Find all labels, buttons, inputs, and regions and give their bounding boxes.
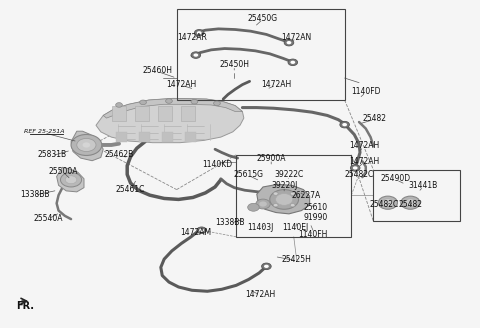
- Circle shape: [65, 176, 77, 184]
- Circle shape: [276, 194, 293, 205]
- Text: 1140KD: 1140KD: [202, 160, 232, 169]
- Bar: [158, 106, 172, 121]
- Circle shape: [166, 99, 172, 103]
- Circle shape: [60, 173, 82, 187]
- Circle shape: [248, 203, 259, 211]
- Text: 25490D: 25490D: [381, 174, 411, 183]
- Text: 25450G: 25450G: [248, 13, 278, 23]
- Circle shape: [197, 227, 206, 234]
- Text: 25500A: 25500A: [48, 167, 78, 176]
- Text: 25462B: 25462B: [105, 150, 133, 159]
- Text: 39222C: 39222C: [275, 170, 303, 179]
- Circle shape: [342, 123, 347, 126]
- Text: 1140FD: 1140FD: [351, 87, 381, 96]
- Circle shape: [214, 101, 220, 106]
- Polygon shape: [57, 167, 84, 192]
- Circle shape: [193, 53, 198, 57]
- Bar: [373, 170, 460, 221]
- Text: 1472AH: 1472AH: [348, 141, 379, 151]
- Circle shape: [284, 39, 294, 46]
- Circle shape: [290, 61, 295, 64]
- Text: 91990: 91990: [304, 213, 328, 222]
- Circle shape: [116, 103, 122, 107]
- Text: 1472AN: 1472AN: [281, 33, 312, 42]
- Circle shape: [290, 192, 295, 195]
- Circle shape: [259, 201, 267, 207]
- Text: REF 25-251A: REF 25-251A: [24, 129, 64, 134]
- Text: 25831B: 25831B: [37, 150, 66, 159]
- Text: 25610: 25610: [304, 203, 328, 212]
- Text: 25460H: 25460H: [143, 66, 172, 75]
- Circle shape: [350, 165, 360, 171]
- Circle shape: [401, 196, 420, 209]
- Circle shape: [83, 142, 90, 148]
- Circle shape: [340, 121, 349, 128]
- Text: 25482C: 25482C: [345, 170, 373, 179]
- Text: FR.: FR.: [16, 301, 34, 311]
- Bar: [116, 132, 127, 142]
- Bar: [181, 106, 195, 121]
- Bar: [185, 132, 196, 142]
- Text: 25482C: 25482C: [370, 199, 398, 209]
- Text: 26227A: 26227A: [292, 191, 321, 200]
- Polygon shape: [257, 184, 310, 214]
- Text: 25615G: 25615G: [234, 170, 264, 179]
- Text: 1338BB: 1338BB: [20, 190, 49, 199]
- Circle shape: [191, 52, 201, 58]
- Circle shape: [71, 134, 102, 155]
- Bar: [177, 9, 345, 100]
- Circle shape: [77, 138, 96, 152]
- Text: 39220J: 39220J: [271, 181, 297, 190]
- Text: 31441B: 31441B: [409, 181, 438, 190]
- Circle shape: [287, 41, 291, 44]
- Circle shape: [264, 265, 269, 268]
- Bar: [162, 132, 173, 142]
- Bar: [139, 132, 150, 142]
- Text: 25482: 25482: [398, 199, 422, 209]
- Circle shape: [382, 199, 394, 207]
- Circle shape: [256, 199, 270, 209]
- Circle shape: [273, 192, 278, 195]
- Circle shape: [273, 204, 278, 207]
- Text: 1140EJ: 1140EJ: [282, 223, 308, 233]
- Text: 1472AM: 1472AM: [180, 228, 211, 237]
- Text: 11403J: 11403J: [247, 223, 273, 233]
- Bar: [135, 106, 149, 121]
- Text: 25425H: 25425H: [282, 255, 312, 264]
- Circle shape: [194, 30, 204, 36]
- Text: 1472AR: 1472AR: [177, 33, 207, 42]
- Text: 1140FH: 1140FH: [298, 230, 328, 239]
- Polygon shape: [71, 131, 103, 161]
- Circle shape: [405, 199, 416, 207]
- Bar: [112, 106, 126, 121]
- Circle shape: [353, 166, 358, 170]
- Text: 1472AH: 1472AH: [166, 80, 197, 89]
- Circle shape: [288, 59, 298, 66]
- Circle shape: [378, 196, 397, 209]
- Circle shape: [197, 31, 202, 34]
- Text: 1338BB: 1338BB: [216, 218, 245, 227]
- Text: 25482: 25482: [362, 114, 386, 123]
- Text: 1472AH: 1472AH: [348, 157, 379, 166]
- Circle shape: [199, 229, 204, 232]
- Circle shape: [262, 263, 271, 270]
- Text: 25540A: 25540A: [33, 214, 63, 223]
- Text: 25900A: 25900A: [256, 154, 286, 163]
- Circle shape: [270, 190, 299, 209]
- Text: 25450H: 25450H: [219, 60, 249, 70]
- Text: 25461C: 25461C: [116, 185, 145, 194]
- Text: 1472AH: 1472AH: [245, 290, 276, 299]
- Bar: [236, 155, 351, 237]
- Circle shape: [290, 204, 295, 207]
- Polygon shape: [103, 98, 242, 118]
- Circle shape: [140, 100, 146, 105]
- Text: 1472AH: 1472AH: [261, 80, 291, 89]
- Circle shape: [191, 99, 198, 104]
- Polygon shape: [96, 98, 244, 143]
